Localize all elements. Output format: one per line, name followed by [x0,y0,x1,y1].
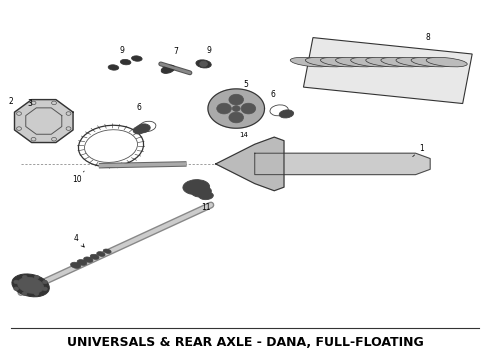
Ellipse shape [320,57,362,67]
Text: 5: 5 [244,80,248,89]
Circle shape [34,275,39,279]
Text: 10: 10 [72,171,84,184]
Ellipse shape [366,57,407,67]
Circle shape [34,292,39,296]
Ellipse shape [97,252,105,256]
Text: 6: 6 [136,103,141,112]
Circle shape [200,61,207,67]
Polygon shape [255,153,430,175]
Ellipse shape [136,124,150,133]
Ellipse shape [133,126,145,134]
Ellipse shape [12,274,49,297]
Ellipse shape [199,192,213,200]
Circle shape [217,103,231,114]
Ellipse shape [290,57,331,67]
Ellipse shape [84,257,93,262]
Text: 8: 8 [425,33,430,42]
Circle shape [43,280,48,284]
Ellipse shape [336,57,377,67]
Ellipse shape [77,260,87,265]
Circle shape [229,94,244,105]
Ellipse shape [103,249,111,253]
Ellipse shape [381,57,422,67]
Circle shape [241,103,256,114]
Circle shape [43,287,48,291]
Circle shape [14,280,19,284]
Text: 6: 6 [271,90,276,99]
Circle shape [229,112,244,123]
Text: 9: 9 [120,46,124,55]
Text: 4: 4 [74,234,84,247]
Ellipse shape [279,110,294,118]
Text: 9: 9 [206,46,211,55]
Ellipse shape [196,60,211,68]
Ellipse shape [305,57,346,67]
Text: 2: 2 [8,97,13,106]
Text: 3: 3 [28,99,32,108]
Circle shape [232,106,240,111]
Circle shape [14,287,19,291]
Text: UNIVERSALS & REAR AXLE - DANA, FULL-FLOATING: UNIVERSALS & REAR AXLE - DANA, FULL-FLOA… [67,336,423,349]
Ellipse shape [90,254,99,260]
Text: 7: 7 [173,47,178,56]
Ellipse shape [183,180,210,195]
Ellipse shape [411,57,452,67]
Ellipse shape [18,278,44,293]
Polygon shape [208,89,265,128]
Circle shape [23,275,27,279]
Text: 14: 14 [240,132,248,138]
Polygon shape [15,100,73,143]
Ellipse shape [161,65,175,73]
Ellipse shape [71,262,81,268]
Ellipse shape [191,186,211,197]
Text: 11: 11 [201,203,211,212]
Circle shape [22,292,27,296]
Ellipse shape [426,57,467,67]
Bar [303,37,472,104]
Ellipse shape [351,57,392,67]
Ellipse shape [121,59,131,65]
Polygon shape [216,137,284,191]
Ellipse shape [396,57,437,67]
Ellipse shape [131,56,142,61]
Text: 1: 1 [413,144,424,157]
Ellipse shape [108,65,119,70]
